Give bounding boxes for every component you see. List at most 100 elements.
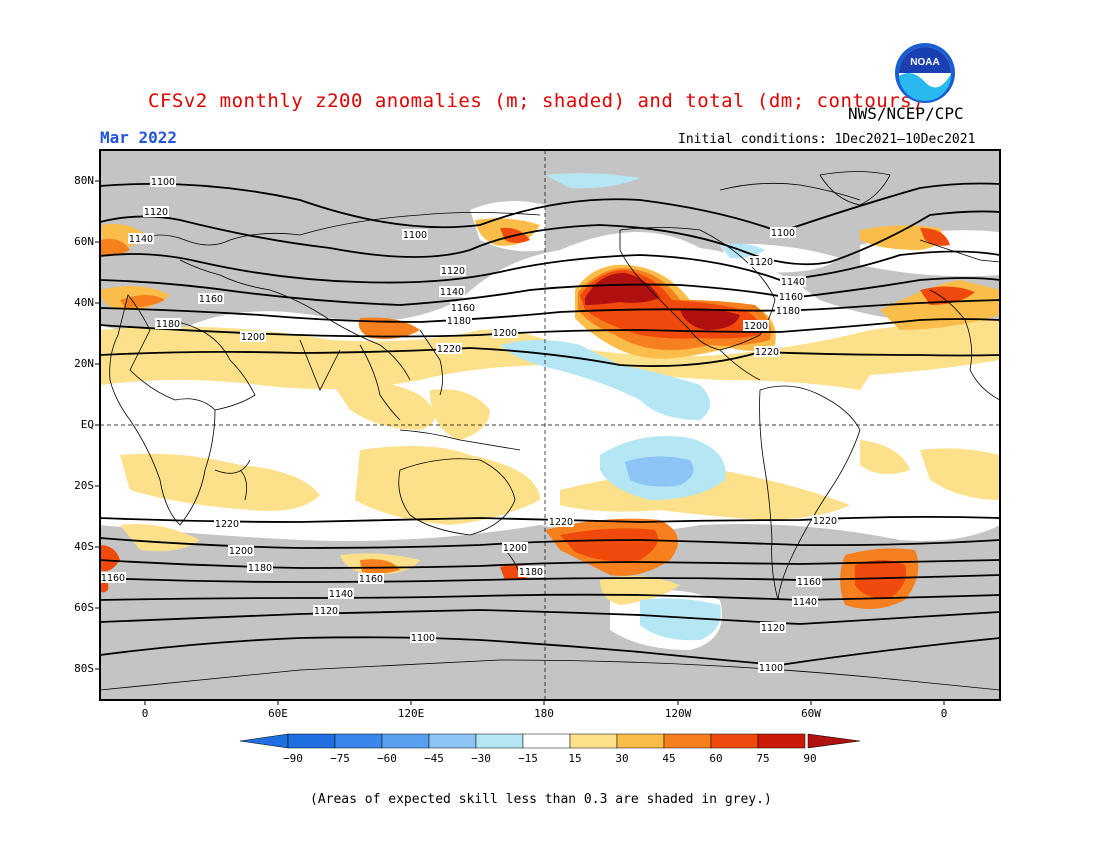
- colorbar-cell: [569, 733, 618, 749]
- svg-text:1120: 1120: [144, 207, 168, 218]
- svg-text:1100: 1100: [151, 177, 175, 188]
- colorbar-label: −75: [330, 752, 350, 765]
- svg-text:1140: 1140: [781, 277, 805, 288]
- contour-label: 1200: [492, 327, 518, 339]
- contour-label: 1180: [247, 562, 273, 574]
- colorbar-label: 45: [662, 752, 676, 765]
- svg-text:1140: 1140: [329, 589, 353, 600]
- skill-footnote: (Areas of expected skill less than 0.3 a…: [310, 792, 772, 807]
- colorbar-label: 75: [756, 752, 770, 765]
- svg-text:1180: 1180: [447, 316, 471, 327]
- colorbar-cell: [663, 733, 712, 749]
- lat-label-20s: 20S: [74, 479, 94, 492]
- contour-label: 1220: [548, 516, 574, 528]
- colorbar-label: 30: [615, 752, 629, 765]
- colorbar-cell: [710, 733, 759, 749]
- contour-label: 1120: [313, 605, 339, 617]
- lat-label-40s: 40S: [74, 540, 94, 553]
- noaa-logo: NOAA: [895, 43, 955, 103]
- svg-text:1100: 1100: [411, 633, 435, 644]
- contour-label: 1120: [760, 622, 786, 634]
- svg-text:1200: 1200: [744, 321, 768, 332]
- colorbar-cell: [616, 733, 665, 749]
- contour-labels: 1100 1100 1100 1100 1100 1120 1120 1120 …: [100, 176, 838, 674]
- colorbar-cell: [334, 733, 383, 749]
- lon-label-60e: 60E: [268, 707, 288, 720]
- axis-ticks: [95, 180, 945, 705]
- svg-text:1120: 1120: [761, 623, 785, 634]
- svg-text:1140: 1140: [440, 287, 464, 298]
- svg-text:1180: 1180: [248, 563, 272, 574]
- contour-label: 1100: [770, 227, 796, 239]
- contour-label: 1140: [780, 276, 806, 288]
- svg-text:1120: 1120: [441, 266, 465, 277]
- lon-label-0: 0: [141, 707, 149, 720]
- contour-label: 1180: [446, 315, 472, 327]
- contour-label: 1140: [128, 233, 154, 245]
- svg-text:1140: 1140: [129, 234, 153, 245]
- contour-label: 1120: [440, 265, 466, 277]
- svg-text:1220: 1220: [549, 517, 573, 528]
- contour-label: 1120: [748, 256, 774, 268]
- contour-label: 1160: [358, 573, 384, 585]
- colorbar-cell: [757, 733, 806, 749]
- contour-label: 1160: [100, 572, 126, 584]
- lat-label-60s: 60S: [74, 601, 94, 614]
- gridlines: [100, 150, 1000, 700]
- contour-label: 1220: [754, 346, 780, 358]
- lon-label-0-right: 0: [940, 707, 948, 720]
- colorbar-cell: [381, 733, 430, 749]
- contour-label: 1200: [743, 320, 769, 332]
- colorbar-cell: [287, 733, 336, 749]
- svg-text:1140: 1140: [793, 597, 817, 608]
- svg-text:1180: 1180: [156, 319, 180, 330]
- contour-label: 1160: [796, 576, 822, 588]
- contour-label: 1120: [143, 206, 169, 218]
- height-contours: [100, 182, 1000, 666]
- svg-text:1200: 1200: [229, 546, 253, 557]
- colorbar-label: −45: [424, 752, 444, 765]
- contour-label: 1160: [450, 302, 476, 314]
- svg-text:1200: 1200: [503, 543, 527, 554]
- colorbar-label: 15: [568, 752, 582, 765]
- contour-label: 1100: [402, 229, 428, 241]
- agency-label: NWS/NCEP/CPC: [848, 104, 964, 123]
- colorbar-label: −90: [283, 752, 303, 765]
- contour-label: 1100: [758, 662, 784, 674]
- svg-text:1220: 1220: [437, 344, 461, 355]
- svg-text:1120: 1120: [314, 606, 338, 617]
- lon-label-120e: 120E: [397, 707, 425, 720]
- colorbar-label: −15: [518, 752, 538, 765]
- colorbar-cell: [428, 733, 477, 749]
- lat-label-40n: 40N: [74, 296, 94, 309]
- svg-text:1120: 1120: [749, 257, 773, 268]
- contour-label: 1180: [155, 318, 181, 330]
- map-title: CFSv2 monthly z200 anomalies (m; shaded)…: [148, 90, 925, 112]
- svg-text:1220: 1220: [813, 516, 837, 527]
- svg-text:1180: 1180: [519, 567, 543, 578]
- svg-text:1220: 1220: [755, 347, 779, 358]
- lon-label-60w: 60W: [801, 707, 821, 720]
- colorbar-label: 60: [709, 752, 723, 765]
- contour-label: 1100: [150, 176, 176, 188]
- contour-label: 1180: [775, 305, 801, 317]
- colorbar-cell: [475, 733, 524, 749]
- lat-label-60n: 60N: [74, 235, 94, 248]
- lat-label-80n: 80N: [74, 174, 94, 187]
- lat-label-20n: 20N: [74, 357, 94, 370]
- forecast-month: Mar 2022: [100, 128, 178, 147]
- colorbar-label: −30: [471, 752, 491, 765]
- svg-text:1160: 1160: [451, 303, 475, 314]
- contour-label: 1180: [518, 566, 544, 578]
- svg-text:1100: 1100: [771, 228, 795, 239]
- svg-text:1180: 1180: [776, 306, 800, 317]
- svg-text:1160: 1160: [797, 577, 821, 588]
- contour-label: 1200: [228, 545, 254, 557]
- colorbar-label: −60: [377, 752, 397, 765]
- colorbar: [239, 733, 861, 749]
- lat-label-eq: EQ: [80, 418, 94, 431]
- svg-text:1100: 1100: [759, 663, 783, 674]
- contour-label: 1140: [439, 286, 465, 298]
- contour-label: 1220: [214, 518, 240, 530]
